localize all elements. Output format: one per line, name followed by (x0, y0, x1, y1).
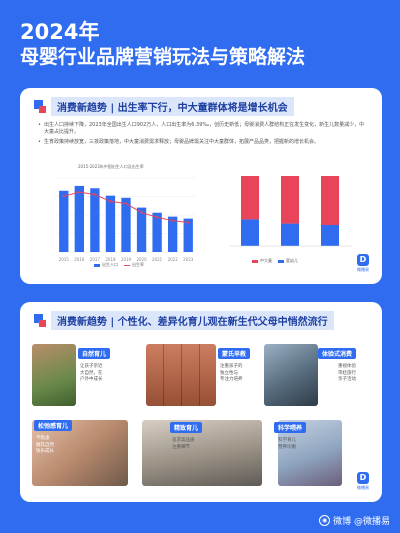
tag-montessori: 蒙氏早教 (218, 348, 250, 359)
point-birth-rate-2023 (187, 221, 189, 223)
brand-logo-icon: D (357, 472, 369, 484)
chart-legend: 出生人口 出生率 (94, 262, 144, 268)
section1-title: 消费新趋势 | 出生率下行，中大童群体将是增长机会 (51, 97, 294, 116)
chart-title: 2015-2023年中国出生人口及出生率 (78, 164, 144, 170)
birth-chart: 2015-2023年中国出生人口及出生率 2015 2016 2017 2018 201… (34, 162, 204, 270)
bar-births-2020 (137, 208, 146, 252)
point-birth-rate-2020 (140, 211, 142, 213)
point-birth-rate-2016 (78, 191, 80, 193)
desc-refined-parenting: 追求高品质 注重细节 (172, 438, 195, 451)
bar-births-2018 (106, 196, 115, 252)
tag-nature-parenting: 自然育儿 (78, 348, 110, 359)
section1-bullets: • 出生人口持续下降，2023年全国出生人口902万人，人口出生率为6.39‰，创… (38, 122, 368, 149)
legend-item-births: 出生人口 (94, 262, 118, 268)
x-tick-label: 2022 (168, 257, 179, 262)
point-birth-rate-2015 (63, 195, 65, 197)
x-tick-label: 2023 (183, 257, 194, 262)
desc-nature-parenting: 让孩子亲近 大自然，在 户外中成长 (80, 364, 103, 384)
bullet-item: • 出生人口持续下降，2023年全国出生人口902万人，人口出生率为6.39‰，创… (38, 122, 368, 136)
page-header: 2024年 母婴行业品牌营销玩法与策略解法 (20, 20, 390, 69)
legend-item-rate: 出生率 (124, 262, 144, 268)
section2-title: 消费新趋势 | 个性化、差异化育儿观在新生代父母中悄然流行 (51, 311, 334, 330)
bar-older-2 (321, 176, 339, 225)
tag-scientific-feeding: 科学喂养 (274, 422, 306, 433)
x-tick-label: 2021 (152, 257, 163, 262)
section-card-birth-trend: 消费新趋势 | 出生率下行，中大童群体将是增长机会 • 出生人口持续下降，2023… (20, 88, 382, 284)
tag-relaxed-parenting: 松弛感育儿 (34, 420, 72, 431)
bar-infant-1 (281, 224, 299, 246)
bar-older-1 (281, 176, 299, 224)
point-birth-rate-2022 (171, 219, 173, 221)
bar-infant-0 (241, 219, 259, 246)
point-birth-rate-2021 (156, 216, 158, 218)
brand-badge: D 微播易 (354, 472, 372, 494)
section1-heading: 消费新趋势 | 出生率下行，中大童群体将是增长机会 (34, 97, 294, 115)
age-share-chart-svg (210, 172, 360, 252)
section-card-parenting-trend: 消费新趋势 | 个性化、差异化育儿观在新生代父母中悄然流行 自然育儿 让孩子亲近… (20, 302, 382, 502)
legend-item-older: 中大童 (252, 258, 272, 264)
chart-legend: 中大童 婴幼儿 (252, 258, 298, 264)
brand-badge: D 微播易 (354, 254, 372, 276)
bar-births-2021 (152, 213, 161, 252)
brand-logo-icon: D (357, 254, 369, 266)
point-birth-rate-2017 (94, 193, 96, 195)
desc-relaxed-parenting: 不焦虑 顺其自然 快乐成长 (36, 436, 54, 456)
tag-experience: 体验式消费 (318, 348, 356, 359)
section-marker-icon (34, 314, 46, 327)
bullet-item: • 生育政策持续放宽，三孩政策落地，中大童消费需求释放；母婴品牌需关注中大童群体，… (38, 139, 368, 146)
bar-births-2015 (59, 191, 68, 252)
section2-heading: 消费新趋势 | 个性化、差异化育儿观在新生代父母中悄然流行 (34, 311, 334, 329)
bar-older-0 (241, 176, 259, 219)
weibo-icon: ◉ (319, 515, 330, 526)
bar-births-2022 (168, 217, 177, 252)
bar-births-2017 (90, 188, 99, 252)
photo-nature-parenting (32, 344, 76, 406)
point-birth-rate-2018 (109, 200, 111, 202)
bar-infant-2 (321, 225, 339, 246)
legend-item-infant: 婴幼儿 (278, 258, 298, 264)
weibo-watermark: ◉ 微博 @微播易 (319, 514, 390, 527)
age-share-chart: 中大童 婴幼儿 (210, 172, 360, 268)
x-tick-label: 2016 (74, 257, 85, 262)
photo-experience (264, 344, 318, 406)
desc-experience: 重视体验 带娃旅行 亲子活动 (338, 364, 356, 384)
header-title: 母婴行业品牌营销玩法与策略解法 (20, 45, 390, 69)
birth-chart-svg: 2015 2016 2017 2018 2019 2020 2021 2022 2023 (34, 172, 204, 266)
header-year: 2024年 (20, 20, 390, 44)
section-marker-icon (34, 100, 46, 113)
point-birth-rate-2019 (125, 202, 127, 204)
bar-births-2016 (75, 186, 84, 252)
photo-montessori (146, 344, 216, 406)
tag-refined-parenting: 精致育儿 (170, 422, 202, 433)
desc-montessori: 注重孩子的 独立性与 专注力培养 (220, 364, 243, 384)
desc-scientific-feeding: 科学育儿 营养均衡 (278, 438, 296, 451)
x-tick-label: 2015 (59, 257, 70, 262)
